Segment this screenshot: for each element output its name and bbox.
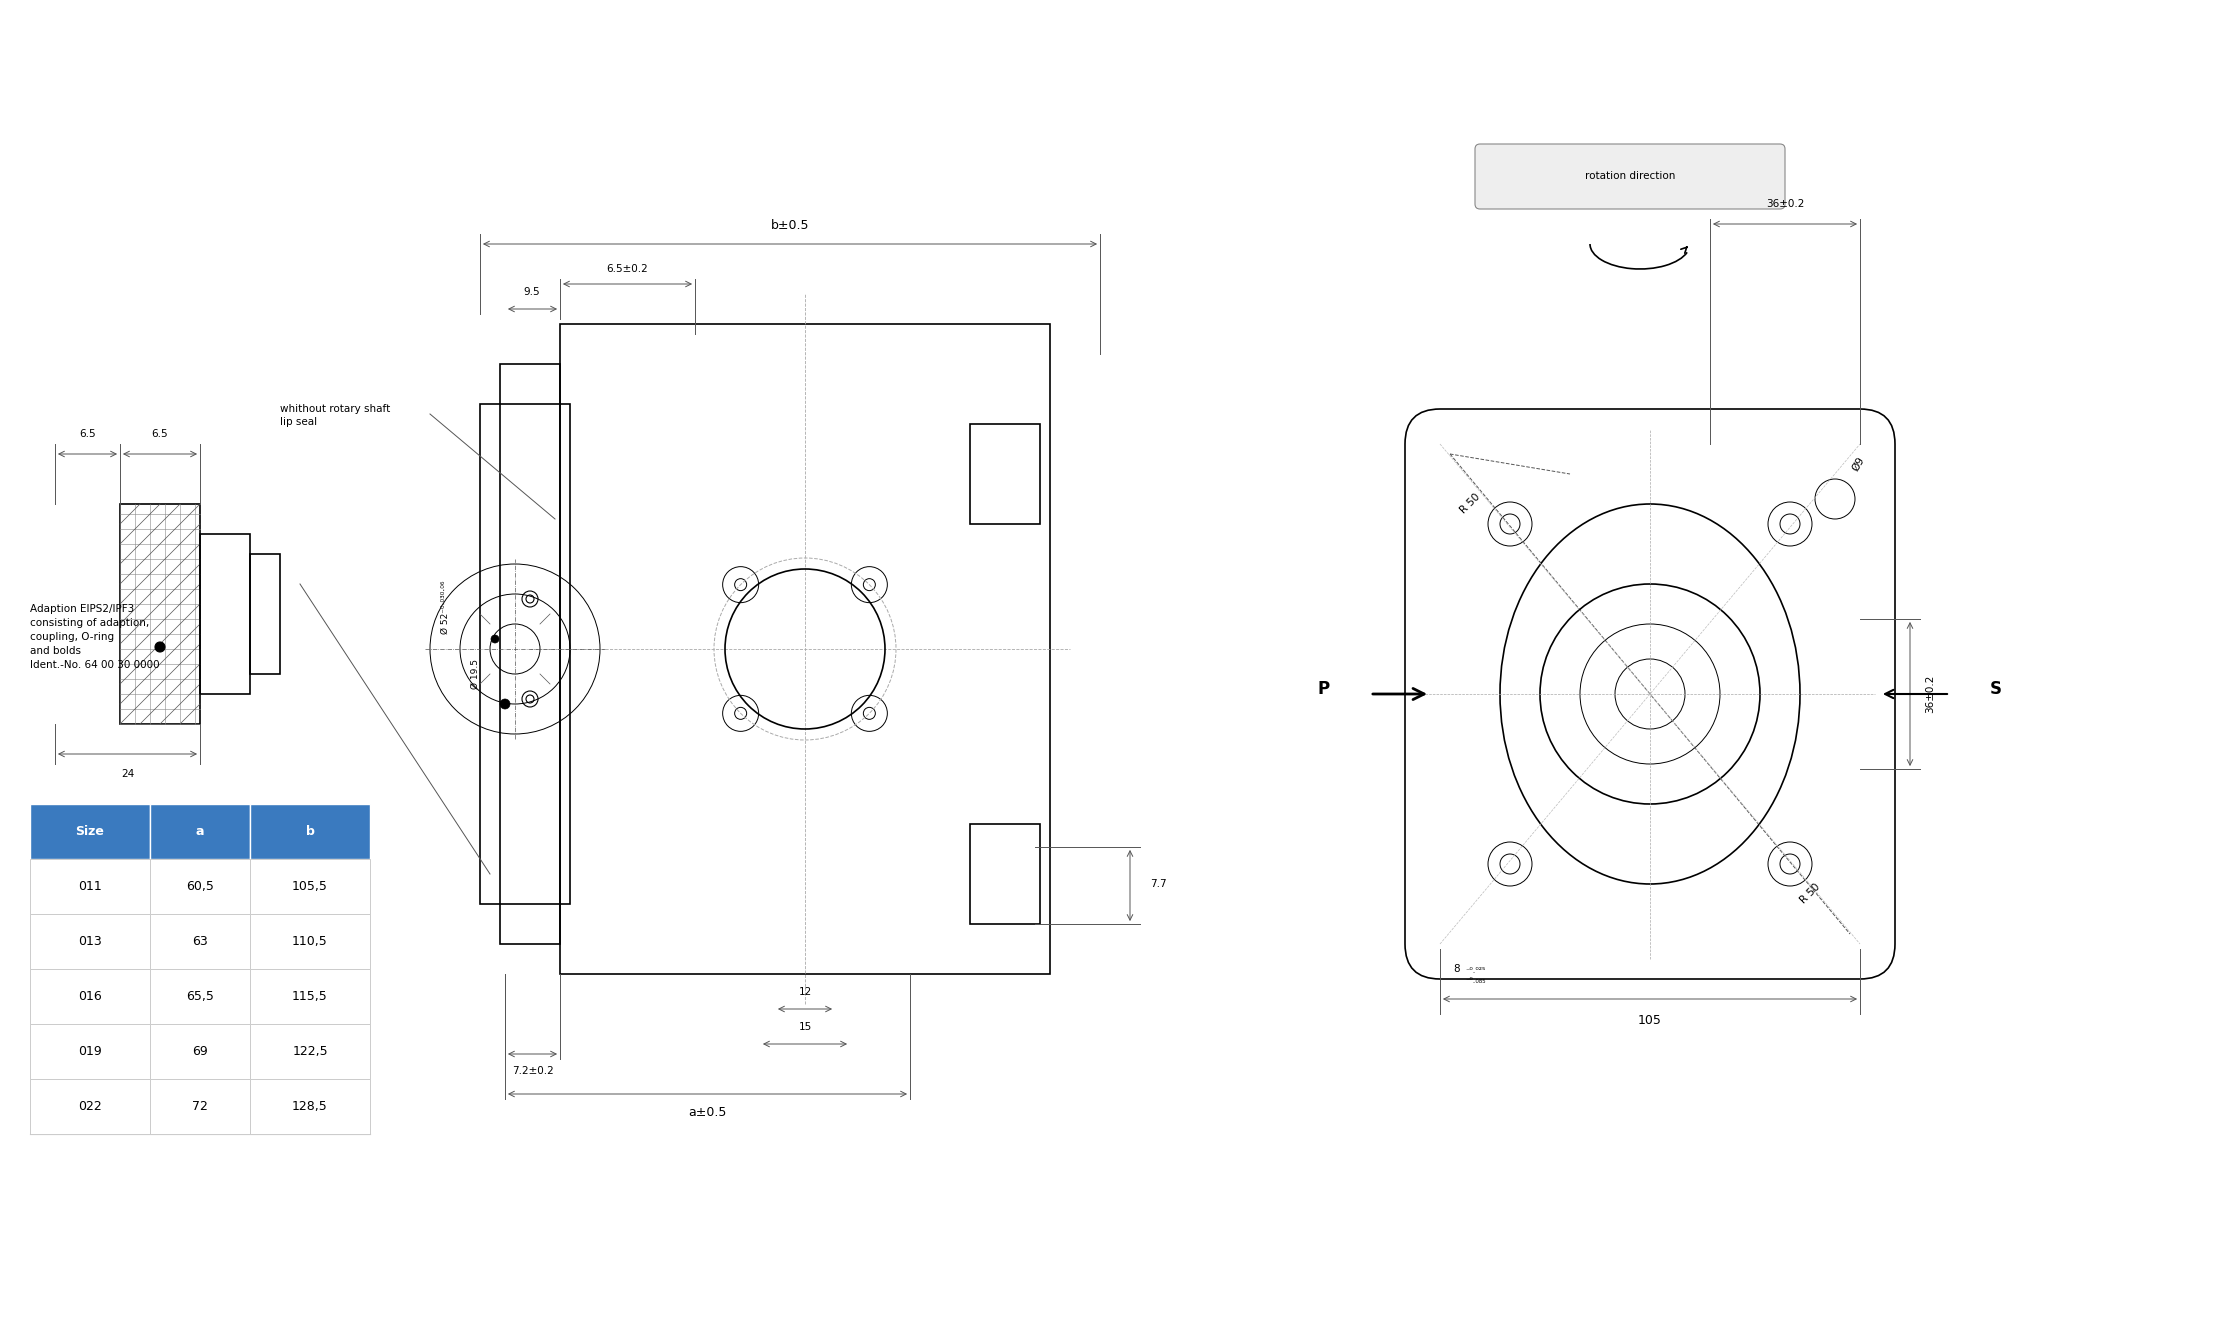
Text: 69: 69 <box>191 1045 207 1058</box>
Bar <box>249 1023 369 1079</box>
Text: 019: 019 <box>78 1045 102 1058</box>
Bar <box>149 804 249 859</box>
Text: rotation direction: rotation direction <box>1586 171 1675 181</box>
Bar <box>29 804 149 859</box>
Bar <box>249 553 280 674</box>
Circle shape <box>156 642 165 651</box>
Text: 105: 105 <box>1639 1014 1661 1027</box>
Text: Adaption EIPS2/IPF3
consisting of adaption,
coupling, O-ring
and bolds
Ident.-No: Adaption EIPS2/IPF3 consisting of adapti… <box>29 604 160 670</box>
Bar <box>29 914 149 969</box>
Bar <box>249 1079 369 1133</box>
Text: ⁻⁰.⁰²⁵
⁻⁰.₀₈₅: ⁻⁰.⁰²⁵ ⁻⁰.₀₈₅ <box>1466 967 1486 985</box>
Text: a±0.5: a±0.5 <box>687 1106 727 1119</box>
Text: P: P <box>1319 681 1330 698</box>
Text: a: a <box>196 825 205 838</box>
Bar <box>149 1079 249 1133</box>
Text: 63: 63 <box>191 935 207 948</box>
Text: 110,5: 110,5 <box>291 935 327 948</box>
Text: whithout rotary shaft
lip seal: whithout rotary shaft lip seal <box>280 404 389 428</box>
Text: 6.5: 6.5 <box>80 429 96 440</box>
Bar <box>970 424 1041 524</box>
Text: 022: 022 <box>78 1100 102 1113</box>
Text: 6.5: 6.5 <box>151 429 169 440</box>
Text: b±0.5: b±0.5 <box>772 218 810 232</box>
Text: Size: Size <box>76 825 105 838</box>
Circle shape <box>500 699 509 708</box>
Text: 36±0.2: 36±0.2 <box>1926 675 1935 714</box>
Bar <box>149 914 249 969</box>
Bar <box>29 969 149 1023</box>
Text: Ø 52⁻⁰⋅⁰³⁰⋅⁰⁶: Ø 52⁻⁰⋅⁰³⁰⋅⁰⁶ <box>440 580 449 634</box>
Bar <box>480 404 569 904</box>
Bar <box>149 859 249 914</box>
Bar <box>149 1023 249 1079</box>
Bar <box>249 804 369 859</box>
Bar <box>29 1023 149 1079</box>
Text: 115,5: 115,5 <box>291 990 327 1004</box>
Text: 122,5: 122,5 <box>291 1045 327 1058</box>
Text: 7.2±0.2: 7.2±0.2 <box>512 1066 554 1076</box>
Text: Ø9: Ø9 <box>1850 455 1866 473</box>
Bar <box>200 534 249 694</box>
Bar <box>249 859 369 914</box>
Bar <box>120 504 200 724</box>
Text: 60,5: 60,5 <box>187 880 214 892</box>
Text: R 50: R 50 <box>1459 493 1481 516</box>
Text: 011: 011 <box>78 880 102 892</box>
Text: 12: 12 <box>798 986 812 997</box>
Bar <box>149 969 249 1023</box>
Bar <box>970 824 1041 924</box>
Text: 15: 15 <box>798 1022 812 1031</box>
Bar <box>249 969 369 1023</box>
Bar <box>500 364 560 944</box>
Text: 105,5: 105,5 <box>291 880 327 892</box>
Text: b: b <box>305 825 314 838</box>
Text: Ø 19.5: Ø 19.5 <box>471 659 480 688</box>
Bar <box>29 1079 149 1133</box>
Text: 65,5: 65,5 <box>187 990 214 1004</box>
Text: 016: 016 <box>78 990 102 1004</box>
Text: S: S <box>1990 681 2002 698</box>
Text: R 50: R 50 <box>1799 882 1821 906</box>
Text: 36±0.2: 36±0.2 <box>1766 199 1804 209</box>
Text: 7.7: 7.7 <box>1150 879 1168 888</box>
Text: 013: 013 <box>78 935 102 948</box>
FancyBboxPatch shape <box>1475 144 1786 209</box>
Text: 72: 72 <box>191 1100 207 1113</box>
Bar <box>249 914 369 969</box>
Bar <box>29 859 149 914</box>
Circle shape <box>492 636 498 643</box>
Text: 9.5: 9.5 <box>523 287 540 297</box>
Text: 8: 8 <box>1452 964 1459 974</box>
Text: 128,5: 128,5 <box>291 1100 327 1113</box>
Text: 24: 24 <box>120 769 133 779</box>
Bar <box>560 324 1050 974</box>
Text: 6.5±0.2: 6.5±0.2 <box>607 263 649 274</box>
